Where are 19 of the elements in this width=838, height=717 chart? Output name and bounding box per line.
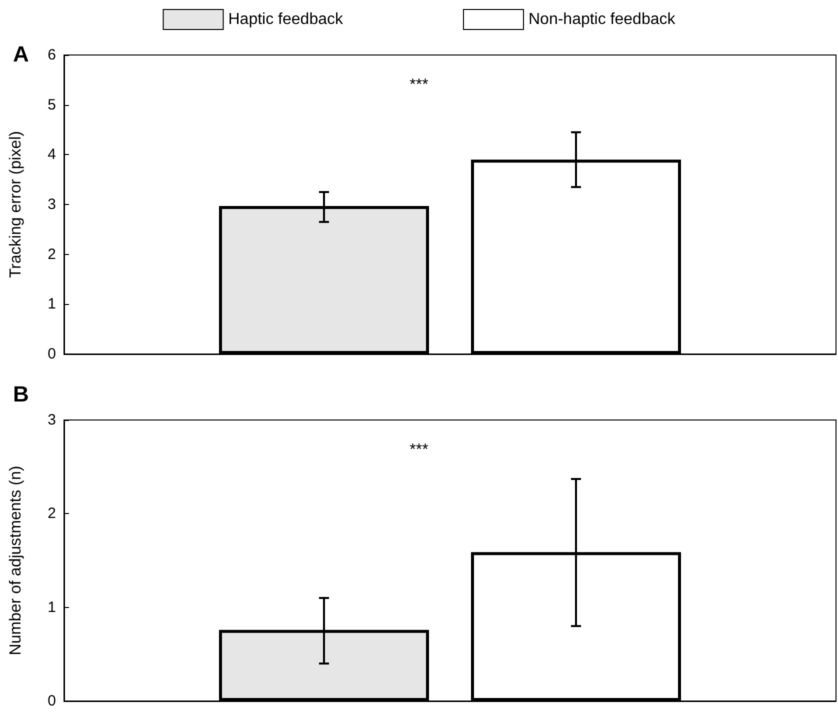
- y-tick-label: 1: [48, 296, 56, 313]
- y-tick-label: 1: [48, 598, 56, 616]
- chart-title: B: [13, 382, 29, 406]
- y-axis-title: Number of adjustments (n): [8, 466, 24, 656]
- y-tick-label: 3: [48, 412, 56, 428]
- chart-title: A: [13, 42, 29, 66]
- y-axis-title: Tracking error (pixel): [8, 131, 24, 278]
- y-tick-label: 2: [48, 246, 56, 263]
- annotation: ***: [410, 76, 428, 94]
- legend-label: Non-haptic feedback: [528, 11, 676, 28]
- legend-label: Haptic feedback: [228, 11, 344, 28]
- y-tick-label: 3: [48, 196, 56, 213]
- y-tick-label: 0: [48, 346, 56, 362]
- y-tick-label: 4: [48, 146, 56, 164]
- y-tick-label: 0: [48, 692, 56, 710]
- y-tick-label: 2: [48, 505, 56, 522]
- annotation: ***: [410, 442, 428, 458]
- y-tick-label: 6: [48, 46, 56, 64]
- y-tick-label: 5: [48, 96, 56, 114]
